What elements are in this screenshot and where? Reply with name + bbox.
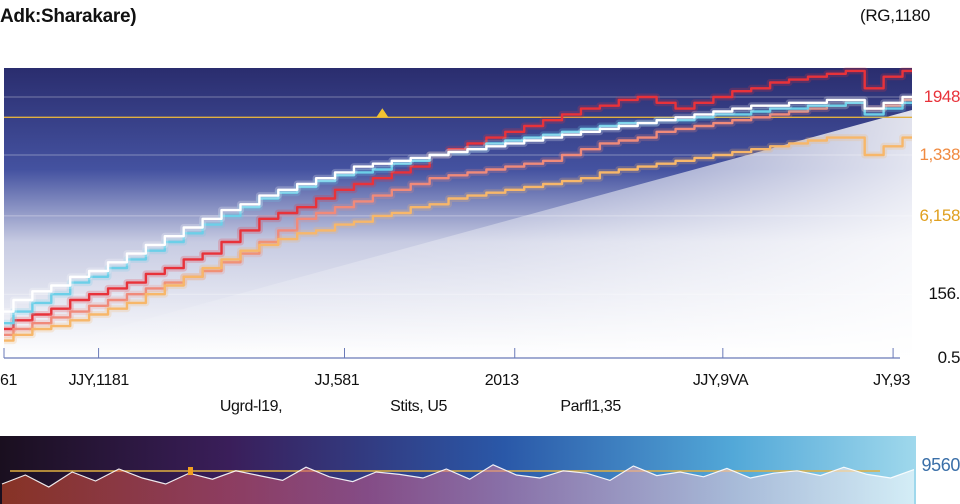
y-tick-label-1: 1,338: [919, 145, 960, 164]
mini-series: [1, 464, 915, 504]
y-tick-label-3: 156.: [928, 284, 960, 304]
mini-area: [2, 464, 914, 504]
mini-marker: [188, 467, 193, 475]
x-axis: [3, 348, 900, 359]
series-line-red: [4, 69, 912, 331]
y-tick-label-4: 0.5: [937, 348, 960, 367]
x-sublabel-2: Parfl1,35: [560, 398, 621, 415]
y-tick-label-2: 6,158: [919, 205, 960, 225]
x-tick-label-3: 2013: [484, 372, 519, 389]
x-tick-label-4: JJY,9VA: [692, 372, 749, 389]
mini-chart-label: 9560: [921, 455, 960, 475]
main-chart: [3, 67, 912, 359]
series-line-orange: [4, 136, 912, 342]
light-wedge: [4, 110, 912, 358]
y-tick-label-0: 1948: [923, 87, 960, 106]
series-line-white: [4, 95, 912, 313]
x-sublabel-1: Stits, U5: [390, 398, 448, 415]
corner-label: (RG,1180: [859, 6, 930, 25]
series-lines: [4, 67, 912, 345]
x-sublabel-0: Ugrd-l19,: [219, 398, 283, 415]
mini-line: [1, 464, 915, 488]
mini-chart: [0, 436, 916, 504]
x-tick-label-2: JJ,581: [314, 372, 360, 389]
series-line-salmon: [4, 98, 912, 336]
x-tick-label-1: JJY,1181: [68, 372, 130, 389]
chart-title: Adk:Sharakare): [0, 6, 137, 27]
x-tick-label-0: 61: [0, 372, 17, 389]
triangle-marker: [376, 108, 389, 118]
x-tick-label-5: JY,93: [873, 372, 910, 389]
